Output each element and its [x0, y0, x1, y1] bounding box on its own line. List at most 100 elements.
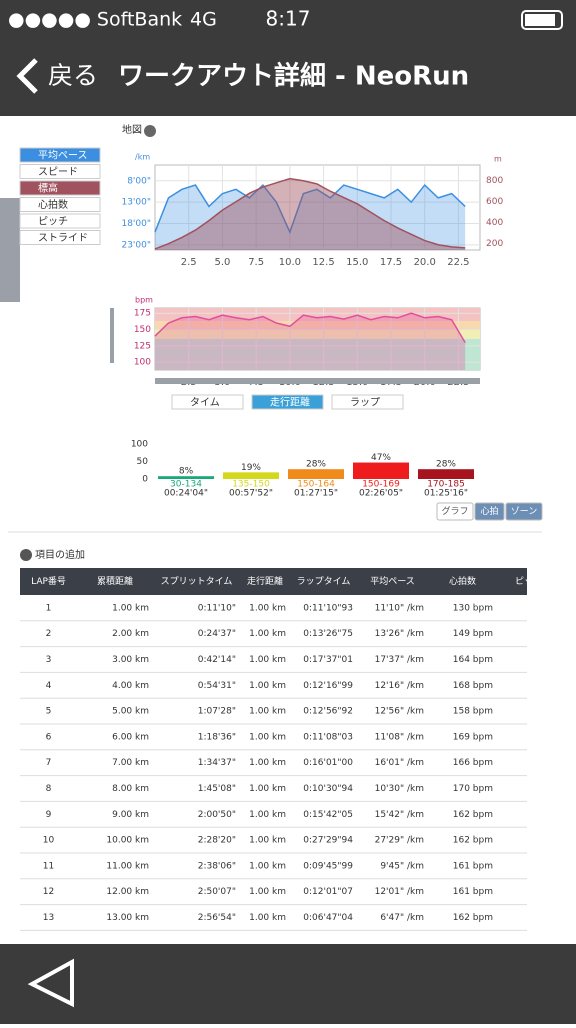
x-mode-toggle[interactable]	[331, 394, 404, 410]
table-cell: 8	[46, 784, 52, 794]
y2-tick-label: 600	[486, 197, 503, 207]
menu-item[interactable]	[19, 213, 101, 229]
menu-item[interactable]	[19, 147, 101, 163]
menu-label[interactable]: スピード	[38, 166, 78, 178]
table-cell: 1	[46, 603, 52, 613]
add-item-icon[interactable]	[20, 549, 32, 561]
menu-item[interactable]	[19, 164, 101, 179]
table-cell: 0:16'01"00	[303, 758, 353, 768]
table-cell: 1.00 km	[249, 810, 286, 820]
menu-item[interactable]	[19, 230, 101, 245]
table-cell: 10'30" /km	[375, 784, 424, 794]
map-add-icon[interactable]	[144, 125, 156, 137]
table-cell: 166 bpm	[453, 758, 493, 768]
map-label: 地図	[122, 123, 142, 136]
y-tick-label: 8'00"	[127, 176, 151, 186]
menu-label[interactable]: 心拍数	[38, 198, 68, 211]
bar-value-label: 47%	[371, 453, 391, 463]
view-button-label[interactable]: 心拍	[480, 505, 498, 517]
table-cell: 0:17'37"01	[303, 655, 353, 665]
y-tick-label: 125	[134, 341, 151, 351]
back-arrow[interactable]	[16, 58, 38, 94]
table-cell: 1:34'37"	[198, 758, 236, 768]
back-button[interactable]: 戻る	[48, 61, 98, 90]
plot-area	[154, 164, 481, 251]
side-tab[interactable]	[0, 198, 20, 302]
table-cell: 2:38'06"	[198, 861, 236, 871]
zone-range: 135-150	[232, 480, 270, 490]
table-cell: 7.00 km	[112, 758, 149, 768]
zone-band	[155, 338, 480, 370]
menu-label[interactable]: 平均ペース	[38, 150, 88, 162]
zone-time: 01:27'15"	[294, 489, 338, 499]
add-item[interactable]: 項目の追加	[35, 548, 85, 561]
table-cell: 0:13'26"75	[303, 629, 353, 639]
zone-range: 170-185	[427, 480, 465, 490]
zone-band	[155, 329, 480, 339]
bar-value-label: 28%	[306, 460, 326, 470]
view-button[interactable]	[505, 502, 543, 521]
battery-level	[525, 14, 555, 26]
scroll-handle[interactable]	[110, 308, 114, 363]
x-mode-label[interactable]: 走行距離	[270, 396, 310, 409]
view-button[interactable]	[436, 502, 474, 521]
y-tick-label: 150	[134, 325, 151, 335]
table-cell: 116	[539, 732, 556, 742]
menu-label[interactable]: ストライド	[38, 232, 88, 244]
series-line	[154, 177, 466, 250]
table-cell: 142	[539, 784, 556, 794]
table-cell: 1.00 km	[249, 629, 286, 639]
x-mode-label[interactable]: タイム	[190, 397, 220, 409]
table-cell: 170 bpm	[453, 784, 493, 794]
table-cell: 1.00 km	[249, 784, 286, 794]
bottom-bar	[0, 944, 576, 1024]
scrollbar[interactable]	[155, 378, 480, 384]
table-cell: 12'01" /km	[375, 887, 424, 897]
x-tick-label: 15.0	[346, 257, 368, 268]
zone-bar	[223, 472, 279, 479]
x-mode-toggle[interactable]	[251, 394, 324, 410]
table-cell: 168 bpm	[453, 681, 493, 691]
x-mode-label[interactable]: ラップ	[350, 397, 380, 409]
y2-tick-label: 800	[486, 176, 503, 186]
view-button-label[interactable]: グラフ	[441, 505, 468, 517]
zone-time: 01:25'16"	[424, 489, 468, 499]
table-cell: 2:28'20"	[198, 836, 236, 846]
menu-label[interactable]: ピッチ	[38, 216, 68, 228]
zone-time: 00:57'52"	[229, 489, 273, 499]
table-cell: 6'47" /km	[380, 913, 424, 923]
view-button[interactable]	[474, 502, 505, 521]
header-cell: スプリットタイム	[161, 576, 233, 587]
x-tick-label: 12.5	[312, 257, 334, 268]
table-cell: 162 bpm	[453, 810, 493, 820]
back-nav[interactable]	[27, 958, 74, 1008]
table-cell: 2.00 km	[112, 629, 149, 639]
bar-value-label: 8%	[179, 467, 194, 477]
y-tick-label: 175	[134, 309, 151, 319]
x-tick-label: 10.0	[279, 257, 301, 268]
table-cell: 149 bpm	[453, 629, 493, 639]
x-mode-toggle[interactable]	[171, 394, 244, 410]
table-cell: 9.00 km	[112, 810, 149, 820]
table-cell: 16'01" /km	[375, 758, 424, 768]
y-tick-label: 50	[137, 457, 149, 467]
table-cell: 1.00 km	[249, 681, 286, 691]
menu-item[interactable]	[19, 180, 101, 196]
table-cell: 2:56'54"	[198, 913, 236, 923]
table-cell: 11	[43, 861, 54, 871]
table-cell: 169 bpm	[453, 732, 493, 742]
table-cell: 0:15'42"05	[303, 810, 353, 820]
table-cell: 1.00 km	[249, 655, 286, 665]
battery	[521, 10, 563, 30]
table-cell: 0:24'37"	[198, 629, 236, 639]
table-cell: 102	[539, 629, 556, 639]
table-cell: 12'16" /km	[375, 681, 424, 691]
table-cell: 171	[539, 913, 556, 923]
y2-tick-label: 400	[486, 218, 503, 228]
menu-label[interactable]: 標高	[38, 182, 58, 195]
menu-item[interactable]	[19, 197, 101, 212]
view-button-label[interactable]: ゾーン	[511, 506, 538, 517]
table-cell: 1.00 km	[249, 887, 286, 897]
